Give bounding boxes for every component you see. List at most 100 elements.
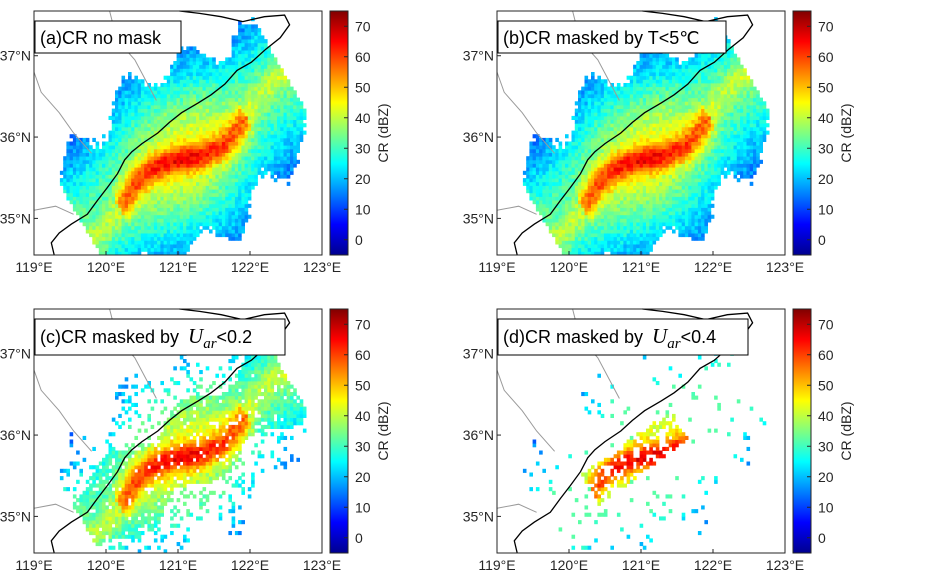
reflectivity-cell: [555, 163, 559, 168]
reflectivity-cell: [221, 86, 226, 91]
reflectivity-cell: [603, 189, 608, 194]
reflectivity-cell: [124, 214, 129, 219]
reflectivity-cell: [134, 148, 138, 153]
reflectivity-cell: [192, 97, 197, 102]
reflectivity-cell: [140, 200, 145, 205]
reflectivity-cell: [82, 200, 87, 205]
reflectivity-cell: [137, 119, 142, 124]
reflectivity-cell: [646, 75, 650, 80]
reflectivity-cell: [277, 90, 281, 95]
reflectivity-cell: [183, 126, 187, 131]
reflectivity-cell: [186, 244, 190, 249]
reflectivity-cell: [186, 46, 190, 51]
reflectivity-cell: [241, 94, 245, 99]
reflectivity-cell: [633, 123, 637, 128]
reflectivity-cell: [238, 72, 242, 77]
reflectivity-cell: [251, 181, 255, 186]
reflectivity-cell: [652, 130, 657, 135]
reflectivity-cell: [655, 108, 660, 113]
reflectivity-cell: [170, 244, 174, 249]
reflectivity-cell: [202, 189, 207, 194]
reflectivity-cell: [124, 115, 129, 120]
reflectivity-cell: [542, 203, 546, 208]
reflectivity-cell: [115, 251, 119, 256]
reflectivity-cell: [137, 247, 142, 252]
reflectivity-cell: [672, 123, 676, 128]
reflectivity-cell: [98, 148, 103, 153]
reflectivity-cell: [205, 196, 210, 201]
reflectivity-cell: [264, 130, 268, 135]
reflectivity-cell: [218, 233, 223, 238]
reflectivity-cell: [115, 167, 119, 172]
reflectivity-cell: [283, 126, 288, 131]
reflectivity-cell: [124, 181, 129, 186]
reflectivity-cell: [639, 86, 644, 91]
reflectivity-cell: [196, 64, 200, 69]
reflectivity-cell: [665, 108, 670, 113]
reflectivity-cell: [626, 189, 631, 194]
reflectivity-cell: [234, 46, 239, 51]
reflectivity-cell: [626, 207, 631, 212]
reflectivity-cell: [542, 156, 546, 161]
reflectivity-cell: [102, 170, 106, 175]
reflectivity-cell: [571, 240, 576, 245]
reflectivity-cell: [646, 134, 650, 139]
reflectivity-cell: [134, 97, 138, 102]
reflectivity-cell: [578, 225, 582, 230]
reflectivity-cell: [92, 181, 96, 186]
reflectivity-cell: [72, 145, 77, 150]
reflectivity-cell: [296, 145, 300, 150]
reflectivity-cell: [639, 189, 644, 194]
reflectivity-cell: [166, 163, 171, 168]
reflectivity-cell: [202, 83, 207, 88]
reflectivity-cell: [600, 104, 605, 109]
reflectivity-cell: [170, 112, 174, 117]
reflectivity-cell: [568, 181, 572, 186]
reflectivity-cell: [649, 94, 653, 99]
reflectivity-cell: [105, 225, 109, 230]
reflectivity-cell: [629, 159, 634, 164]
reflectivity-cell: [134, 222, 138, 227]
reflectivity-cell: [558, 167, 563, 172]
reflectivity-cell: [581, 251, 585, 256]
reflectivity-cell: [581, 94, 585, 99]
reflectivity-cell: [170, 159, 174, 164]
reflectivity-cell: [542, 196, 546, 201]
reflectivity-cell: [234, 192, 239, 197]
reflectivity-cell: [179, 72, 184, 77]
reflectivity-cell: [607, 174, 611, 179]
reflectivity-cell: [662, 148, 666, 153]
reflectivity-cell: [179, 90, 184, 95]
reflectivity-cell: [218, 104, 223, 109]
reflectivity-cell: [221, 181, 226, 186]
reflectivity-cell: [548, 181, 553, 186]
reflectivity-cell: [642, 214, 647, 219]
reflectivity-cell: [623, 207, 627, 212]
reflectivity-cell: [238, 53, 242, 58]
reflectivity-cell: [542, 159, 546, 164]
reflectivity-cell: [241, 39, 245, 44]
reflectivity-cell: [603, 112, 608, 117]
reflectivity-cell: [234, 145, 239, 150]
reflectivity-cell: [626, 148, 631, 153]
reflectivity-cell: [655, 145, 660, 150]
reflectivity-cell: [548, 203, 553, 208]
reflectivity-cell: [69, 134, 74, 139]
reflectivity-cell: [199, 101, 203, 106]
reflectivity-cell: [675, 119, 679, 124]
reflectivity-cell: [131, 203, 135, 208]
reflectivity-cell: [639, 134, 644, 139]
reflectivity-cell: [79, 145, 83, 150]
reflectivity-cell: [636, 181, 640, 186]
reflectivity-cell: [137, 218, 142, 223]
reflectivity-cell: [581, 108, 585, 113]
reflectivity-cell: [179, 200, 184, 205]
reflectivity-cell: [234, 64, 239, 69]
reflectivity-cell: [231, 222, 236, 227]
reflectivity-cell: [594, 251, 598, 256]
reflectivity-cell: [591, 247, 595, 252]
reflectivity-cell: [163, 86, 168, 91]
reflectivity-cell: [196, 137, 200, 142]
reflectivity-cell: [665, 214, 670, 219]
reflectivity-cell: [594, 233, 598, 238]
